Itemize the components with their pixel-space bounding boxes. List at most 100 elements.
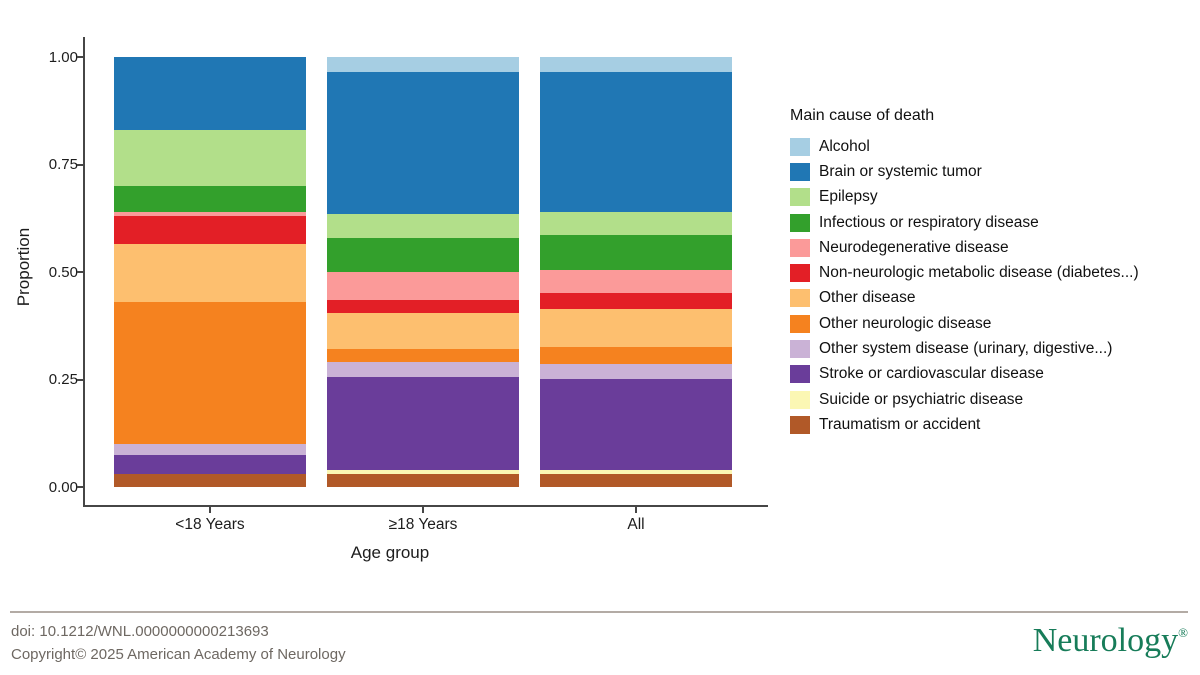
x-axis-line xyxy=(83,505,768,507)
bar-segment-traumatism-or-accident xyxy=(114,474,306,487)
footer-divider xyxy=(10,611,1188,613)
y-tick-label: 0.25 xyxy=(48,371,78,388)
stacked-bar-18-years xyxy=(327,57,519,487)
bar-segment-neurodegenerative-disease xyxy=(540,269,732,294)
bar-segment-traumatism-or-accident xyxy=(327,474,519,487)
legend-swatch-icon xyxy=(790,314,810,333)
legend-swatch-icon xyxy=(790,188,810,207)
legend-swatch-icon xyxy=(790,137,810,156)
bar-segment-stroke-or-cardiovascular-disease xyxy=(540,379,732,470)
legend-label: Other system disease (urinary, digestive… xyxy=(819,340,1113,358)
y-tick-label: 0.00 xyxy=(48,478,78,496)
bar-segment-brain-or-systemic-tumor xyxy=(114,57,306,131)
bar-segment-other-neurologic-disease xyxy=(540,347,732,365)
legend-item-non-neurologic-metabolic-disease-diabetes: Non-neurologic metabolic disease (diabet… xyxy=(790,260,1190,285)
copyright-text: Copyright© 2025 American Academy of Neur… xyxy=(11,646,346,663)
legend-item-brain-or-systemic-tumor: Brain or systemic tumor xyxy=(790,159,1190,184)
bar-segment-infectious-or-respiratory-disease xyxy=(540,235,732,270)
legend-title: Main cause of death xyxy=(790,107,935,124)
legend-swatch-icon xyxy=(790,213,810,232)
legend-label: Brain or systemic tumor xyxy=(819,162,982,180)
x-tick-mark xyxy=(635,507,637,513)
bar-segment-other-disease xyxy=(540,308,732,348)
legend-item-other-disease: Other disease xyxy=(790,286,1190,311)
bar-segment-epilepsy xyxy=(114,130,306,186)
bar-segment-brain-or-systemic-tumor xyxy=(327,72,519,214)
legend-item-neurodegenerative-disease: Neurodegenerative disease xyxy=(790,235,1190,260)
legend: Main cause of death Alcohol Brain or syst… xyxy=(790,107,1190,438)
bar-segment-other-disease xyxy=(327,312,519,350)
bar-segment-suicide-or-psychiatric-disease xyxy=(540,469,732,475)
legend-swatch-icon xyxy=(790,415,810,434)
y-tick-mark xyxy=(77,486,83,488)
y-tick-label: 1.00 xyxy=(48,48,78,66)
legend-item-suicide-or-psychiatric-disease: Suicide or psychiatric disease xyxy=(790,387,1190,412)
bar-segment-brain-or-systemic-tumor xyxy=(540,72,732,212)
legend-item-stroke-or-cardiovascular-disease: Stroke or cardiovascular disease xyxy=(790,362,1190,387)
bar-segment-epilepsy xyxy=(327,213,519,238)
legend-label: Alcohol xyxy=(819,137,870,155)
legend-swatch-icon xyxy=(790,365,810,384)
legend-swatch-icon xyxy=(790,162,810,181)
legend-swatch-icon xyxy=(790,289,810,308)
bar-segment-stroke-or-cardiovascular-disease xyxy=(114,454,306,475)
y-axis-line xyxy=(83,37,85,507)
legend-item-other-system-disease-urinary-digestive: Other system disease (urinary, digestive… xyxy=(790,336,1190,361)
x-tick-label-all: All xyxy=(627,516,645,533)
y-tick-mark xyxy=(77,271,83,273)
legend-label: Infectious or respiratory disease xyxy=(819,213,1039,231)
bar-segment-other-system-disease-urinary-digestive xyxy=(114,443,306,455)
legend-swatch-icon xyxy=(790,264,810,283)
legend-label: Neurodegenerative disease xyxy=(819,238,1009,256)
x-tick-label-18-years: ≥18 Years xyxy=(388,516,458,533)
legend-item-infectious-or-respiratory-disease: Infectious or respiratory disease xyxy=(790,210,1190,235)
y-tick-mark xyxy=(77,378,83,381)
x-tick-mark xyxy=(422,507,424,513)
bar-segment-non-neurologic-metabolic-disease-diabetes xyxy=(114,216,306,245)
legend-label: Stroke or cardiovascular disease xyxy=(819,365,1044,383)
y-tick-mark xyxy=(77,56,83,58)
legend-item-epilepsy: Epilepsy xyxy=(790,185,1190,210)
logo-text: Neurology xyxy=(1032,622,1179,659)
bar-segment-non-neurologic-metabolic-disease-diabetes xyxy=(540,293,732,309)
legend-label: Epilepsy xyxy=(819,188,878,206)
bar-segment-suicide-or-psychiatric-disease xyxy=(327,469,519,475)
bar-segment-neurodegenerative-disease xyxy=(114,211,306,217)
doi-text: doi: 10.1212/WNL.0000000000213693 xyxy=(11,623,269,640)
bar-segment-non-neurologic-metabolic-disease-diabetes xyxy=(327,299,519,313)
bar-segment-traumatism-or-accident xyxy=(540,474,732,487)
bar-segment-epilepsy xyxy=(540,211,732,236)
bar-segment-alcohol xyxy=(327,57,519,73)
y-tick-label: 0.75 xyxy=(48,156,78,173)
legend-label: Other disease xyxy=(819,289,916,307)
stacked-bar-all xyxy=(540,57,732,487)
x-tick-label-18-years: <18 Years xyxy=(175,516,245,533)
bar-segment-alcohol xyxy=(540,57,732,73)
stacked-bar-18-years xyxy=(114,57,306,487)
bar-segment-other-neurologic-disease xyxy=(327,349,519,363)
legend-label: Suicide or psychiatric disease xyxy=(819,390,1024,408)
bar-segment-infectious-or-respiratory-disease xyxy=(114,185,306,212)
y-tick-mark xyxy=(77,163,83,166)
legend-item-traumatism-or-accident: Traumatism or accident xyxy=(790,412,1190,437)
legend-label: Non-neurologic metabolic disease (diabet… xyxy=(819,264,1139,282)
legend-item-other-neurologic-disease: Other neurologic disease xyxy=(790,311,1190,336)
bar-segment-other-system-disease-urinary-digestive xyxy=(327,362,519,378)
legend-swatch-icon xyxy=(790,390,810,409)
legend-items: Alcohol Brain or systemic tumor Epilepsy In… xyxy=(790,134,1190,438)
legend-item-alcohol: Alcohol xyxy=(790,134,1190,159)
legend-swatch-icon xyxy=(790,340,810,359)
bar-segment-neurodegenerative-disease xyxy=(327,271,519,300)
bar-segment-other-neurologic-disease xyxy=(114,302,306,444)
legend-label: Other neurologic disease xyxy=(819,314,992,332)
bar-segment-other-disease xyxy=(114,244,306,303)
x-tick-mark xyxy=(209,507,211,513)
bar-segment-other-system-disease-urinary-digestive xyxy=(540,364,732,380)
legend-label: Traumatism or accident xyxy=(819,415,981,433)
bar-segment-stroke-or-cardiovascular-disease xyxy=(327,377,519,470)
bar-segment-infectious-or-respiratory-disease xyxy=(327,237,519,272)
y-tick-label: 0.50 xyxy=(48,263,78,281)
neurology-logo: Neurology® xyxy=(1033,622,1188,660)
registered-mark-icon: ® xyxy=(1178,625,1188,640)
x-axis-title: Age group xyxy=(350,543,430,562)
